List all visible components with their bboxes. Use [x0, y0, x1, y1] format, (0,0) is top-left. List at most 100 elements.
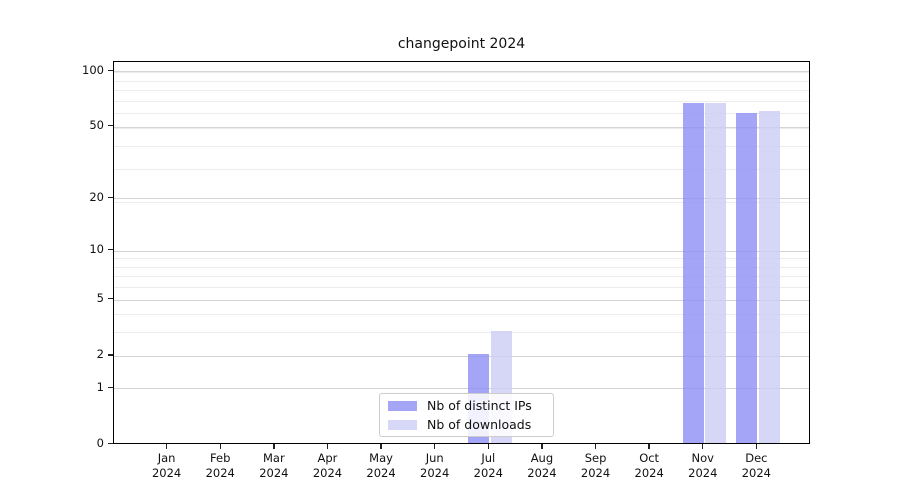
- x-tick-month: Sep: [584, 451, 607, 465]
- x-tick-year: 2024: [634, 466, 664, 480]
- x-tick-year: 2024: [741, 466, 772, 480]
- y-tick-label: 20: [89, 189, 104, 204]
- y-tick-label: 2: [96, 347, 104, 362]
- bar-distinct-ips: [682, 103, 704, 443]
- x-tick-label: Oct 2024: [621, 451, 677, 481]
- y-tick-label: 50: [89, 118, 104, 133]
- gridline-major: [114, 355, 809, 357]
- x-tick-label: Sep 2024: [568, 451, 624, 481]
- bar-downloads: [758, 110, 780, 443]
- y-tick-mark: [108, 298, 113, 300]
- y-tick-mark: [108, 386, 113, 389]
- x-tick-mark: [433, 444, 436, 449]
- x-tick-year: 2024: [259, 466, 289, 480]
- gridline-minor: [114, 113, 809, 115]
- x-tick-year: 2024: [473, 466, 503, 480]
- y-tick-mark: [108, 443, 113, 445]
- x-tick-mark: [219, 444, 221, 449]
- gridline-minor: [114, 202, 809, 204]
- x-tick-month: Nov: [691, 451, 714, 465]
- x-tick-mark: [702, 444, 704, 449]
- bar-distinct-ips: [736, 113, 758, 443]
- gridline-minor: [114, 80, 809, 82]
- x-tick-label: Jun 2024: [407, 451, 463, 481]
- gridline-major: [114, 126, 809, 128]
- x-tick-mark: [273, 444, 275, 449]
- x-tick-mark: [541, 444, 543, 449]
- x-tick-label: Jul 2024: [460, 451, 516, 481]
- gridline-minor: [114, 314, 809, 316]
- gridline-major: [114, 250, 809, 252]
- gridline-minor: [114, 90, 809, 92]
- x-tick-month: Aug: [530, 451, 554, 465]
- x-tick-month: Apr: [317, 451, 338, 465]
- y-tick-label: 1: [96, 379, 104, 394]
- x-tick-mark: [755, 444, 758, 449]
- y-tick-label: 0: [96, 436, 104, 450]
- x-tick-label: Jan 2024: [139, 451, 195, 481]
- x-tick-year: 2024: [688, 466, 718, 480]
- legend-label: Nb of downloads: [427, 417, 532, 432]
- x-tick-mark: [326, 444, 329, 449]
- x-tick-year: 2024: [366, 466, 396, 480]
- x-tick-year: 2024: [151, 466, 182, 480]
- y-tick-mark: [108, 196, 113, 199]
- legend: Nb of distinct IPs Nb of downloads: [379, 393, 554, 437]
- gridline-minor: [114, 128, 809, 130]
- gridline-major: [114, 198, 809, 200]
- y-tick-label: 10: [89, 242, 104, 257]
- x-tick-mark: [487, 444, 489, 449]
- x-tick-month: Jul: [481, 451, 496, 465]
- x-tick-label: Nov 2024: [675, 451, 731, 481]
- legend-swatch-downloads: [388, 419, 417, 430]
- x-tick-month: Feb: [210, 451, 231, 465]
- x-tick-month: Jun: [425, 451, 444, 465]
- x-tick-month: Mar: [262, 451, 285, 465]
- x-tick-label: Dec 2024: [728, 451, 784, 481]
- legend-swatch-distinct-ips: [388, 400, 417, 411]
- x-tick-year: 2024: [580, 466, 611, 480]
- gridline-minor: [114, 146, 809, 148]
- gridline-minor: [114, 100, 809, 102]
- gridline-major: [114, 71, 809, 73]
- legend-label: Nb of distinct IPs: [427, 398, 532, 413]
- x-tick-month: May: [369, 451, 393, 465]
- gridline-minor: [114, 287, 809, 289]
- x-tick-label: May 2024: [353, 451, 409, 481]
- x-tick-label: Aug 2024: [514, 451, 570, 481]
- legend-row: Nb of distinct IPs: [388, 398, 545, 413]
- gridline-minor: [114, 258, 809, 260]
- gridline-minor: [114, 266, 809, 268]
- y-tick-label: 100: [82, 62, 104, 77]
- y-tick-mark: [108, 69, 113, 72]
- gridline-minor: [114, 332, 809, 334]
- x-tick-year: 2024: [420, 466, 450, 480]
- y-tick-mark: [108, 354, 113, 356]
- x-tick-mark: [165, 444, 168, 449]
- x-tick-mark: [648, 444, 650, 449]
- x-tick-month: Dec: [745, 451, 768, 465]
- chart-title: changepoint 2024: [397, 36, 526, 52]
- x-tick-mark: [380, 444, 382, 449]
- x-tick-label: Feb 2024: [192, 451, 248, 481]
- legend-row: Nb of downloads: [388, 417, 545, 432]
- x-tick-month: Oct: [639, 451, 660, 465]
- x-tick-label: Apr 2024: [299, 451, 355, 481]
- y-tick-mark: [108, 125, 113, 127]
- x-tick-year: 2024: [312, 466, 343, 480]
- plot-area: [113, 61, 810, 444]
- x-tick-mark: [594, 444, 597, 449]
- gridline-major: [114, 299, 809, 301]
- x-tick-month: Jan: [157, 451, 176, 465]
- y-tick-label: 5: [96, 291, 104, 306]
- y-tick-mark: [108, 249, 113, 251]
- x-tick-year: 2024: [527, 466, 557, 480]
- x-tick-year: 2024: [205, 466, 235, 480]
- gridline-minor: [114, 169, 809, 171]
- gridline-major: [114, 388, 809, 390]
- x-tick-label: Mar 2024: [246, 451, 302, 481]
- gridline-minor: [114, 72, 809, 74]
- gridline-minor: [114, 276, 809, 278]
- bar-downloads: [705, 103, 727, 443]
